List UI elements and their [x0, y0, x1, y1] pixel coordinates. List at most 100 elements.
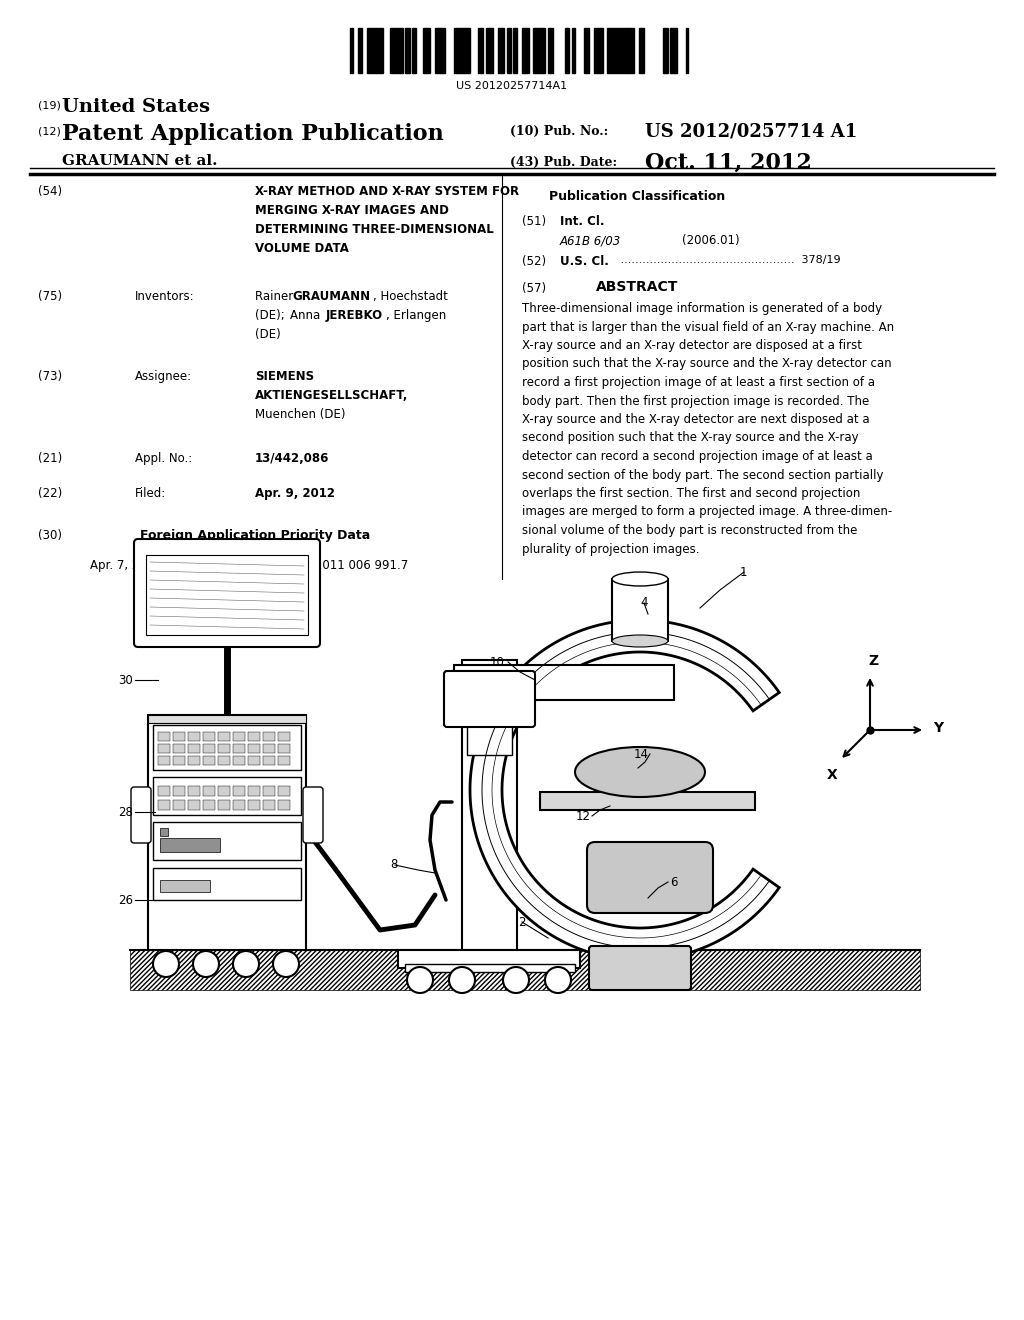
Circle shape: [193, 950, 219, 977]
Bar: [233, 785, 245, 796]
Bar: [218, 756, 230, 766]
Bar: [381, 28, 383, 73]
Bar: [390, 28, 395, 73]
Bar: [407, 28, 410, 73]
Bar: [502, 28, 505, 73]
Text: DETERMINING THREE-DIMENSIONAL: DETERMINING THREE-DIMENSIONAL: [255, 223, 494, 236]
Bar: [203, 800, 215, 810]
Text: (21): (21): [38, 451, 62, 465]
Text: , Hoechstadt: , Hoechstadt: [373, 290, 447, 304]
Text: ABSTRACT: ABSTRACT: [596, 280, 678, 294]
Text: (30): (30): [38, 529, 62, 543]
Text: Z: Z: [868, 653, 878, 668]
Bar: [663, 28, 668, 73]
FancyBboxPatch shape: [587, 842, 713, 913]
Bar: [412, 28, 417, 73]
Polygon shape: [398, 950, 580, 968]
Text: ................................................  378/19: ........................................…: [617, 255, 841, 265]
Bar: [173, 800, 185, 810]
Text: (2006.01): (2006.01): [682, 234, 739, 247]
Bar: [456, 28, 458, 73]
Bar: [248, 756, 260, 766]
Bar: [607, 28, 611, 73]
Bar: [468, 28, 470, 73]
FancyBboxPatch shape: [134, 539, 319, 647]
Bar: [188, 800, 200, 810]
Bar: [676, 28, 677, 73]
Text: VOLUME DATA: VOLUME DATA: [255, 242, 349, 255]
Bar: [373, 28, 377, 73]
Text: (73): (73): [38, 370, 62, 383]
Bar: [540, 792, 755, 810]
Text: Apr. 9, 2012: Apr. 9, 2012: [255, 487, 335, 500]
Bar: [278, 785, 290, 796]
Text: X: X: [826, 768, 838, 781]
Bar: [248, 744, 260, 752]
FancyBboxPatch shape: [303, 787, 323, 843]
Text: Apr. 7, 2011    (DE) ......................  10 2011 006 991.7: Apr. 7, 2011 (DE) ......................…: [90, 558, 409, 572]
Bar: [218, 733, 230, 741]
Bar: [153, 869, 301, 900]
Text: 30: 30: [118, 673, 133, 686]
Bar: [611, 28, 614, 73]
Bar: [686, 28, 688, 73]
Bar: [160, 828, 168, 836]
Bar: [158, 785, 170, 796]
Bar: [148, 715, 306, 723]
Bar: [173, 744, 185, 752]
Ellipse shape: [575, 747, 705, 797]
Bar: [440, 28, 444, 73]
Text: US 2012/0257714 A1: US 2012/0257714 A1: [645, 121, 857, 140]
Bar: [130, 950, 920, 990]
Bar: [478, 28, 483, 73]
Text: (DE): (DE): [255, 327, 281, 341]
Bar: [203, 756, 215, 766]
Bar: [612, 579, 668, 642]
Bar: [467, 723, 512, 755]
Text: Appl. No.:: Appl. No.:: [135, 451, 193, 465]
Circle shape: [153, 950, 179, 977]
Bar: [454, 665, 674, 700]
Bar: [598, 28, 600, 73]
Circle shape: [273, 950, 299, 977]
Bar: [639, 28, 642, 73]
Bar: [160, 838, 220, 851]
Ellipse shape: [612, 572, 668, 586]
Bar: [263, 756, 275, 766]
Text: MERGING X-RAY IMAGES AND: MERGING X-RAY IMAGES AND: [255, 205, 449, 216]
Bar: [626, 28, 628, 73]
Text: sional volume of the body part is reconstructed from the: sional volume of the body part is recons…: [522, 524, 857, 537]
Text: 12: 12: [575, 809, 591, 822]
Bar: [616, 28, 621, 73]
Bar: [153, 725, 301, 770]
Circle shape: [233, 950, 259, 977]
Bar: [203, 785, 215, 796]
Bar: [158, 744, 170, 752]
Text: Assignee:: Assignee:: [135, 370, 193, 383]
Bar: [158, 756, 170, 766]
Text: United States: United States: [62, 98, 210, 116]
Bar: [507, 28, 511, 73]
Bar: [233, 744, 245, 752]
Bar: [218, 785, 230, 796]
Bar: [435, 28, 440, 73]
Text: SIEMENS: SIEMENS: [255, 370, 314, 383]
Text: position such that the X-ray source and the X-ray detector can: position such that the X-ray source and …: [522, 358, 892, 371]
Bar: [522, 28, 524, 73]
Text: 10: 10: [490, 656, 505, 668]
Bar: [458, 28, 461, 73]
Bar: [188, 744, 200, 752]
Circle shape: [449, 968, 475, 993]
Bar: [173, 733, 185, 741]
Bar: [462, 660, 517, 950]
Text: (22): (22): [38, 487, 62, 500]
Text: (19): (19): [38, 100, 60, 110]
Bar: [370, 28, 373, 73]
Bar: [485, 28, 488, 73]
Text: 26: 26: [118, 894, 133, 907]
Text: second position such that the X-ray source and the X-ray: second position such that the X-ray sour…: [522, 432, 859, 445]
Bar: [148, 715, 306, 950]
Bar: [671, 28, 676, 73]
Text: JEREBKO: JEREBKO: [326, 309, 383, 322]
Bar: [404, 28, 407, 73]
